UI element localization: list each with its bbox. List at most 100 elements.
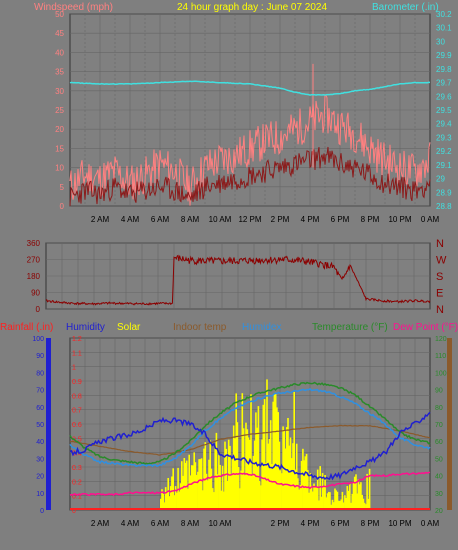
solar-bar — [328, 491, 330, 510]
temperature-tick-label: 30 — [435, 491, 443, 498]
compass-label: S — [436, 271, 443, 283]
wind-tick-label: 25 — [55, 106, 64, 115]
humidity-tick-label: 40 — [36, 439, 44, 446]
solar-bar — [353, 476, 356, 510]
solar-bar — [366, 473, 368, 510]
solar-bar — [336, 491, 339, 510]
solar-bar — [283, 429, 286, 510]
solar-bar — [329, 492, 331, 510]
solar-bar — [187, 488, 189, 510]
barometer-tick-label: 30.1 — [436, 24, 452, 33]
solar-bar — [339, 500, 341, 510]
solar-bar — [290, 458, 293, 510]
solar-bar — [221, 465, 224, 510]
compass-label: N — [436, 238, 444, 250]
solar-bar — [250, 394, 252, 510]
x-tick-label: 10 PM — [388, 215, 411, 224]
solar-bar — [204, 442, 207, 510]
solar-bar — [346, 486, 349, 510]
wind-tick-label: 40 — [55, 48, 64, 57]
solar-bar — [223, 491, 225, 510]
wind-tick-label: 10 — [55, 164, 64, 173]
solar-bar — [192, 465, 194, 510]
solar-bar — [263, 399, 266, 510]
solar-bar — [267, 443, 270, 510]
solar-bar — [357, 479, 360, 510]
temperature-series-line — [69, 381, 431, 465]
solar-bar — [334, 488, 336, 510]
rain-tick-label: 0.5 — [72, 436, 82, 443]
solar-bar — [288, 445, 291, 510]
avg-wind-series-line — [69, 146, 431, 207]
solar-bar — [326, 493, 329, 510]
solar-bar — [350, 502, 352, 510]
solar-bar — [214, 447, 216, 510]
barometer-tick-label: 29.2 — [436, 147, 452, 156]
indoor-axis-bar — [447, 338, 452, 510]
solar-bar — [289, 437, 292, 510]
solar-bar — [230, 474, 232, 510]
barometer-series-line — [69, 80, 430, 96]
solar-bar — [355, 474, 357, 510]
solar-bar — [292, 443, 294, 510]
humidity-axis-bar — [46, 338, 51, 510]
solar-bar — [321, 473, 324, 510]
solar-bar — [300, 460, 303, 510]
solar-bar — [273, 394, 276, 510]
barometer-tick-label: 28.9 — [436, 188, 452, 197]
solar-bar — [362, 498, 365, 510]
solar-bar — [247, 437, 250, 510]
solar-bar — [229, 445, 231, 510]
wind-axis-title: Windspeed (mph) — [34, 2, 113, 13]
humidity-tick-label: 20 — [36, 474, 44, 481]
wind-tick-label: 35 — [55, 68, 64, 77]
solar-bar — [256, 427, 258, 510]
solar-bar — [218, 455, 220, 510]
rain-tick-label: 1 — [72, 365, 76, 372]
solar-bar — [166, 492, 168, 510]
humidity-tick-label: 0 — [40, 508, 44, 515]
humidity-series-line — [69, 411, 431, 481]
x-tick-label: 12 PM — [238, 215, 261, 224]
humidity-tick-label: 70 — [36, 388, 44, 395]
wind-gust-series-line — [69, 94, 431, 206]
wind-plot — [69, 63, 431, 207]
rain-tick-label: 1.2 — [72, 336, 82, 343]
solar-bar — [305, 453, 308, 510]
x-tick-label: 8 AM — [181, 519, 200, 528]
solar-bar — [368, 468, 371, 510]
solar-bar — [199, 459, 202, 510]
x-tick-label: 6 PM — [331, 215, 350, 224]
temperature-tick-label: 70 — [435, 422, 443, 429]
temperature-tick-label: 40 — [435, 474, 443, 481]
solar-bar — [161, 489, 163, 510]
solar-bar — [278, 441, 281, 510]
solar-bar — [225, 448, 228, 510]
solar-bar — [210, 468, 213, 510]
solar-bar — [272, 401, 274, 510]
solar-bar — [279, 468, 282, 510]
solar-bar — [340, 499, 342, 510]
barometer-tick-label: 29.6 — [436, 92, 452, 101]
solar-bar — [298, 489, 300, 510]
solar-bar — [188, 454, 190, 510]
solar-bar — [174, 486, 177, 510]
solar-bar — [178, 491, 181, 510]
direction-grid: 0 N 90 E 180 S 270 W 360 N — [27, 238, 447, 316]
wind-tick-label: 45 — [55, 29, 64, 38]
wind-direction-series-line — [45, 254, 431, 306]
solar-bar — [352, 481, 355, 510]
humidex-series-line — [69, 387, 431, 468]
rain-tick-label: 0.7 — [72, 408, 82, 415]
legend: Rainfall (.in) Humidity Solar Indoor tem… — [0, 322, 458, 333]
x-tick-label: 2 PM — [271, 519, 290, 528]
solar-bar — [246, 429, 249, 510]
direction-plot — [45, 254, 431, 306]
temperature-tick-label: 110 — [435, 353, 446, 360]
solar-bar — [319, 466, 321, 510]
solar-bar — [331, 499, 334, 510]
solar-bar — [240, 470, 242, 510]
x-tick-label: 4 AM — [121, 519, 140, 528]
barometer-tick-label: 29.8 — [436, 65, 452, 74]
x-tick-label: 8 PM — [361, 519, 380, 528]
